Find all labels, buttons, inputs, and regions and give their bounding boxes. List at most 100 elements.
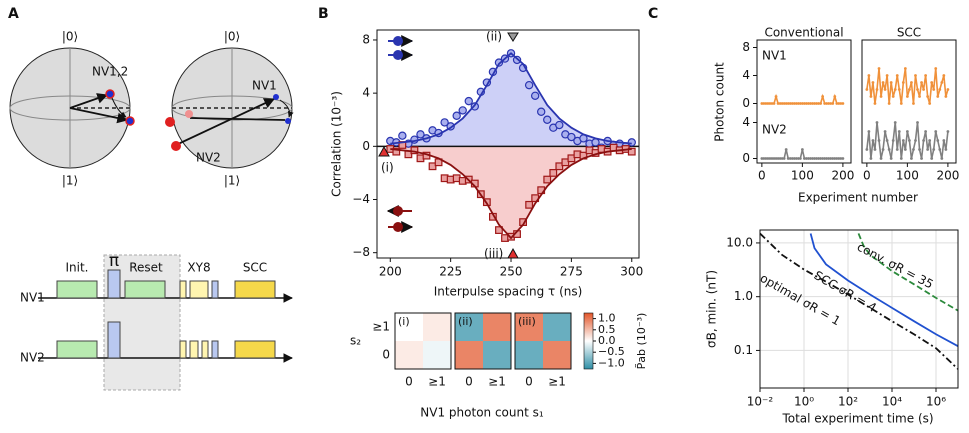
count-point bbox=[867, 74, 871, 77]
count-point bbox=[823, 157, 827, 160]
fit-area bbox=[390, 146, 632, 239]
count-point bbox=[918, 95, 921, 98]
spin-label: NV2 bbox=[196, 151, 221, 165]
y-tick-label: 8 bbox=[362, 32, 370, 46]
spin-label: NV1 bbox=[252, 79, 277, 93]
count-point bbox=[780, 102, 784, 105]
y-tick-label: 1.0 bbox=[734, 289, 753, 303]
x-tick-label: 300 bbox=[620, 265, 643, 279]
count-point bbox=[829, 102, 833, 105]
y-tick-label: 4 bbox=[742, 115, 750, 129]
panel-tag: (ii) bbox=[458, 315, 473, 328]
count-point bbox=[817, 157, 820, 160]
count-point bbox=[879, 95, 883, 98]
data-point bbox=[555, 120, 564, 130]
count-point bbox=[877, 67, 881, 70]
count-point bbox=[829, 157, 833, 160]
count-point bbox=[762, 157, 766, 160]
count-point bbox=[930, 81, 934, 84]
heat-cell bbox=[515, 313, 543, 341]
colorbar-tick-label: 0.0 bbox=[598, 334, 616, 347]
count-point bbox=[889, 157, 893, 160]
row-label: NV1 bbox=[20, 291, 45, 305]
count-point bbox=[790, 157, 794, 160]
x-tick-label: 0 bbox=[758, 169, 766, 183]
count-point bbox=[926, 95, 930, 98]
panel-title: SCC bbox=[897, 26, 921, 40]
line-label: conv. σR = 35 bbox=[855, 240, 936, 292]
count-point bbox=[835, 157, 839, 160]
colorbar-label: P̃ab (10⁻³) bbox=[635, 313, 648, 370]
y-tick-label: −8 bbox=[352, 245, 370, 259]
heat-cell bbox=[423, 313, 451, 341]
count-point bbox=[883, 130, 887, 133]
count-point bbox=[922, 139, 925, 142]
count-point bbox=[903, 67, 907, 70]
heat-frame bbox=[454, 312, 512, 370]
step-label: Init. bbox=[66, 261, 89, 275]
count-point bbox=[871, 81, 875, 84]
count-point bbox=[772, 157, 776, 160]
x-axis-label: Experiment number bbox=[798, 191, 918, 205]
data-point bbox=[524, 80, 534, 90]
count-point bbox=[897, 88, 901, 91]
count-point bbox=[821, 95, 825, 98]
heat-cell bbox=[455, 313, 483, 341]
x-tick-label: 10⁰ bbox=[794, 395, 814, 409]
heat-cell bbox=[455, 341, 483, 369]
annotation: (ii) bbox=[486, 30, 502, 44]
heat-cell bbox=[395, 341, 423, 369]
count-point bbox=[831, 102, 835, 105]
count-point bbox=[833, 95, 837, 98]
count-point bbox=[901, 81, 905, 84]
x-tick-label: 200 bbox=[831, 169, 854, 183]
count-point bbox=[883, 88, 887, 91]
count-point bbox=[811, 157, 814, 160]
colorbar-tick-label: −1.0 bbox=[598, 356, 625, 369]
marker-triangle bbox=[507, 247, 519, 259]
count-point bbox=[782, 102, 786, 105]
count-point bbox=[770, 157, 774, 160]
count-point bbox=[914, 74, 917, 77]
count-point bbox=[881, 81, 885, 84]
count-point bbox=[780, 157, 784, 160]
count-point bbox=[839, 157, 843, 160]
fit-line bbox=[390, 148, 632, 240]
data-point bbox=[567, 154, 576, 163]
count-point bbox=[768, 102, 772, 105]
polarization-icon bbox=[386, 35, 414, 233]
count-point bbox=[899, 157, 903, 160]
count-point bbox=[778, 102, 782, 105]
panel-tag: (i) bbox=[398, 315, 410, 328]
x-tick-label: 0 bbox=[525, 375, 533, 389]
fit-area bbox=[390, 53, 632, 147]
heat-cell bbox=[423, 341, 451, 369]
data-point bbox=[627, 138, 636, 147]
data-point bbox=[537, 107, 546, 116]
count-point bbox=[811, 102, 814, 105]
count-point bbox=[905, 130, 909, 133]
count-point bbox=[798, 102, 802, 105]
count-point bbox=[944, 95, 948, 98]
x-tick-label: 0 bbox=[405, 375, 413, 389]
x-tick-label: 10² bbox=[838, 395, 858, 409]
count-point bbox=[788, 157, 792, 160]
count-point bbox=[815, 102, 818, 105]
y-axis-label: Photon count bbox=[713, 62, 727, 142]
count-point bbox=[926, 148, 930, 151]
data-point bbox=[543, 175, 552, 184]
count-point bbox=[772, 102, 776, 105]
count-point bbox=[800, 148, 804, 151]
panel-label: C bbox=[648, 6, 658, 22]
colorbar-tick-label: 1.0 bbox=[598, 312, 616, 325]
heat-cell bbox=[543, 313, 571, 341]
count-point bbox=[940, 157, 944, 160]
heat-cell bbox=[515, 341, 543, 369]
count-point bbox=[819, 102, 823, 105]
data-point bbox=[416, 130, 425, 139]
count-point bbox=[839, 102, 843, 105]
count-point bbox=[792, 157, 796, 160]
count-point bbox=[784, 148, 788, 151]
count-point bbox=[807, 102, 810, 105]
count-point bbox=[825, 157, 829, 160]
